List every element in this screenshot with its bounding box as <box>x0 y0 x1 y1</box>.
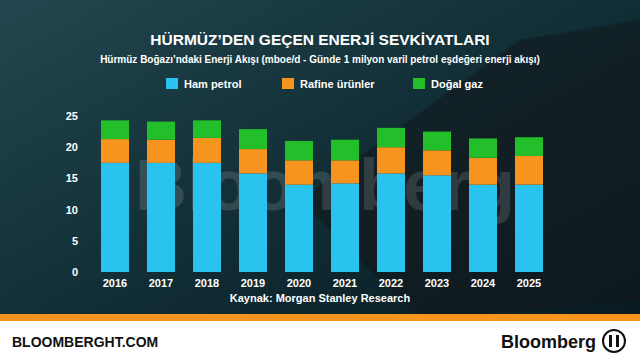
x-tick-label: 2021 <box>333 277 357 289</box>
bar <box>515 156 543 185</box>
bar <box>101 163 129 272</box>
bar <box>423 150 451 175</box>
legend-swatch <box>166 78 178 89</box>
bar <box>469 185 497 272</box>
bar <box>147 140 175 163</box>
logo-mark <box>616 335 619 347</box>
footer <box>0 321 640 360</box>
bar <box>101 120 129 139</box>
bar <box>101 139 129 163</box>
bar <box>331 140 359 161</box>
overlay <box>0 0 640 360</box>
bar <box>469 158 497 185</box>
bar <box>193 163 221 272</box>
y-tick <box>86 178 90 179</box>
bar <box>377 128 405 147</box>
y-tick <box>86 272 90 273</box>
x-tick-label: 2025 <box>517 277 541 289</box>
footer-website: BLOOMBERGHT.COM <box>12 334 158 350</box>
legend-entry: Rafine ürünler <box>282 78 375 90</box>
x-tick-label: 2022 <box>379 277 403 289</box>
bar <box>147 163 175 272</box>
y-tick-label: 5 <box>72 235 78 247</box>
bar <box>423 175 451 272</box>
legend-swatch <box>282 78 294 89</box>
legend-label: Ham petrol <box>184 78 241 90</box>
y-tick <box>86 147 90 148</box>
x-tick-label: 2016 <box>103 277 127 289</box>
bar <box>285 160 313 184</box>
bar <box>515 137 543 156</box>
footer-stripe <box>0 314 640 321</box>
source: Kaynak: Morgan Stanley Research <box>230 292 411 304</box>
x-tick-label: 2023 <box>425 277 449 289</box>
legend-label: Rafine ürünler <box>300 78 375 90</box>
y-tick <box>86 240 90 241</box>
y-tick <box>86 116 90 117</box>
title: HÜRMÜZ’DEN GEÇEN ENERJİ SEVKİYATLARI <box>150 31 489 48</box>
bar <box>515 185 543 272</box>
bar <box>193 138 221 163</box>
bar <box>377 147 405 173</box>
x-tick-label: 2018 <box>195 277 219 289</box>
legend-entry: Doğal gaz <box>413 78 483 90</box>
bar <box>147 122 175 140</box>
bar <box>193 120 221 137</box>
y-tick-label: 25 <box>66 110 78 122</box>
bars <box>101 120 543 272</box>
legend-swatch <box>413 78 425 89</box>
x-tick-label: 2024 <box>471 277 496 289</box>
y-tick-label: 20 <box>66 141 78 153</box>
background <box>0 0 640 360</box>
bar <box>239 129 267 149</box>
logo-circle <box>603 330 625 352</box>
bar <box>469 138 497 157</box>
y-tick-label: 10 <box>66 204 78 216</box>
legend-label: Doğal gaz <box>431 78 483 90</box>
bar <box>377 173 405 272</box>
bar <box>239 173 267 272</box>
x-tick-label: 2020 <box>287 277 311 289</box>
bar <box>423 132 451 151</box>
bar <box>331 160 359 183</box>
y-tick-label: 15 <box>66 172 78 184</box>
bar <box>285 185 313 272</box>
bar <box>239 149 267 173</box>
x-tick-label: 2019 <box>241 277 265 289</box>
y-tick-label: 0 <box>72 266 78 278</box>
chart: Bloomberg HÜRMÜZ’DEN GEÇEN ENERJİ SEVKİYA… <box>0 0 640 360</box>
legend-entry: Ham petrol <box>166 78 241 90</box>
subtitle: Hürmüz Boğazı’ndaki Enerji Akışı (mboe/d… <box>100 54 540 65</box>
x-tick-label: 2017 <box>149 277 173 289</box>
y-tick <box>86 209 90 210</box>
bar <box>285 141 313 160</box>
logo-mark <box>609 335 612 347</box>
bar <box>331 183 359 272</box>
footer-brand: Bloomberg <box>501 332 596 352</box>
watermark: Bloomberg <box>135 145 515 225</box>
